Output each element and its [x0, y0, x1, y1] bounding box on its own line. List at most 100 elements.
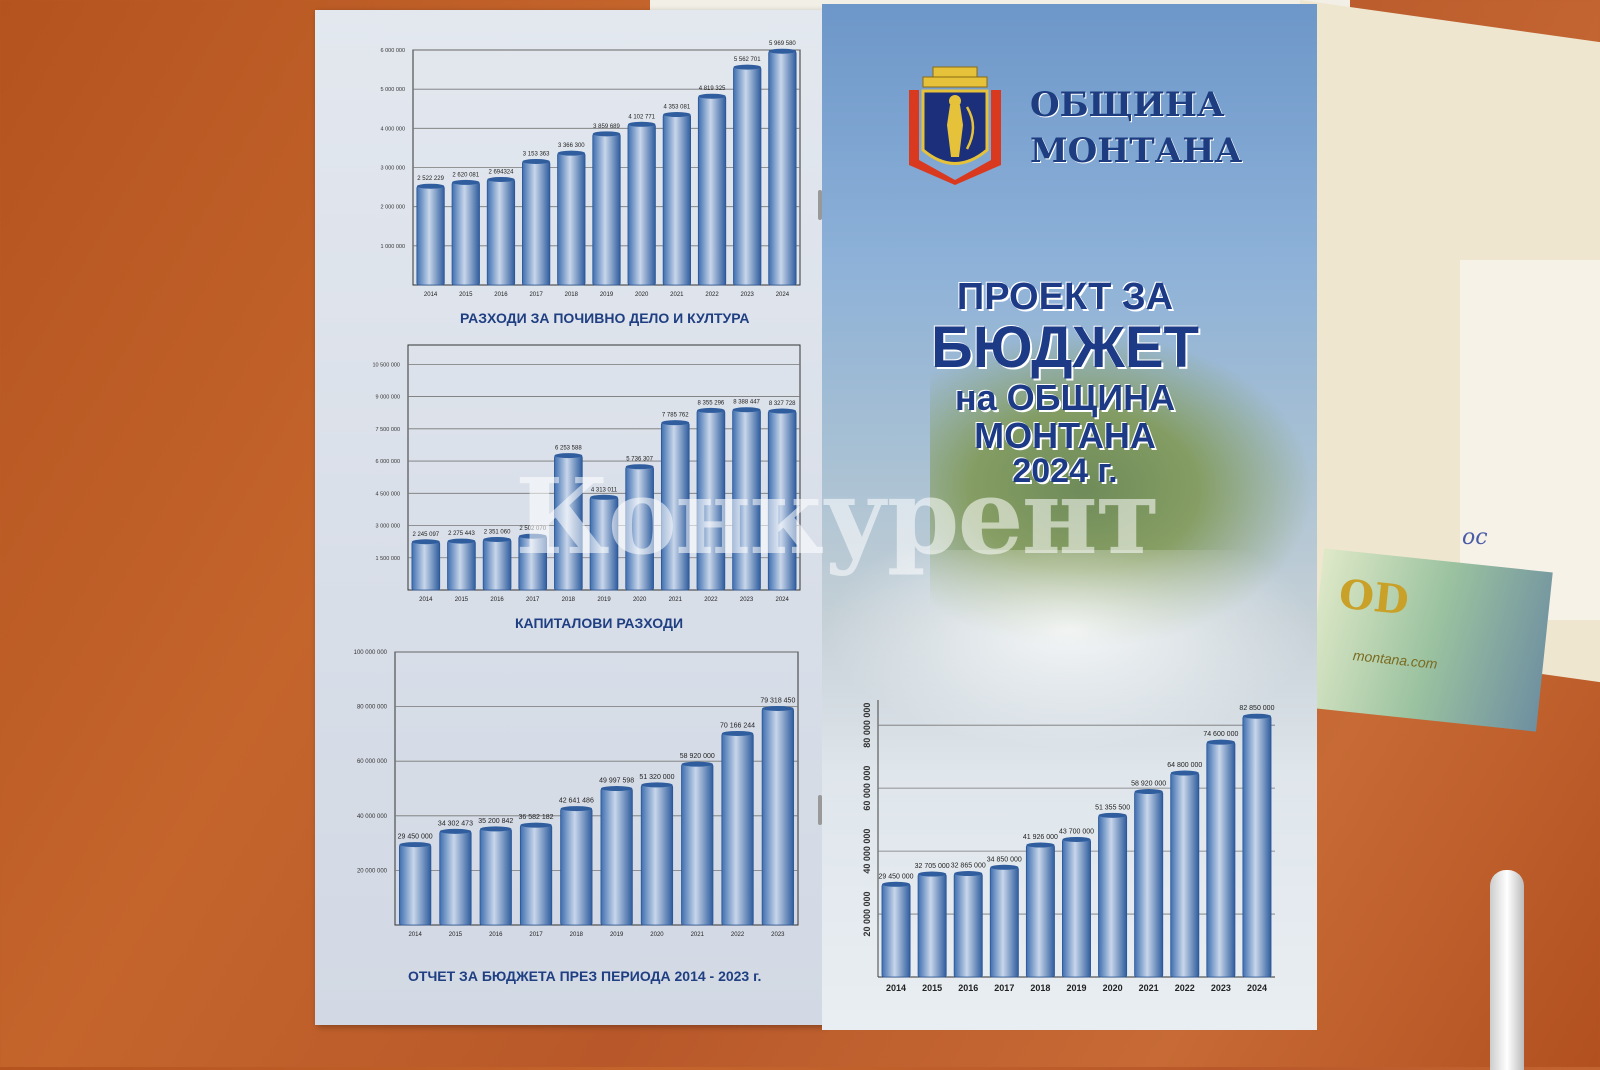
- data-label: 2 245 097: [412, 532, 439, 538]
- x-tick-label: 2022: [704, 597, 718, 603]
- bar: [733, 66, 762, 286]
- bar: [1098, 814, 1128, 978]
- y-tick-label: 6 000 000: [381, 48, 405, 54]
- data-label: 3 859 689: [593, 124, 620, 130]
- bar-cap: [762, 705, 794, 711]
- bar-cap: [641, 782, 673, 788]
- data-label: 74 600 000: [1203, 731, 1238, 738]
- bar-cap: [590, 494, 618, 500]
- x-tick-label: 2015: [455, 597, 469, 603]
- notebook-page: [1460, 260, 1600, 620]
- bar: [479, 828, 512, 926]
- chart-2-title: КАПИТАЛОВИ РАЗХОДИ: [515, 615, 684, 631]
- bar: [560, 808, 593, 926]
- data-label: 58 920 000: [1131, 781, 1166, 788]
- y-tick-label: 40 000 000: [862, 829, 872, 874]
- bar-cap: [918, 871, 947, 877]
- bar: [1206, 741, 1236, 978]
- data-label: 36 582 182: [519, 814, 554, 821]
- bar-cap: [698, 93, 726, 99]
- data-label: 49 997 598: [599, 778, 634, 785]
- y-tick-label: 2 000 000: [381, 205, 405, 211]
- x-tick-label: 2020: [1103, 983, 1123, 993]
- watermark: Конкурент: [515, 455, 1160, 578]
- y-tick-label: 20 000 000: [862, 892, 872, 937]
- bar: [399, 844, 432, 926]
- bar-cap: [399, 842, 431, 848]
- bar-cap: [954, 871, 983, 877]
- y-tick-label: 1 000 000: [381, 244, 405, 250]
- bar-cap: [627, 121, 656, 127]
- bar-cap: [487, 176, 515, 182]
- bar: [482, 539, 512, 591]
- card-url: montana.com: [1352, 647, 1439, 672]
- bar: [522, 161, 551, 286]
- bar-cap: [1206, 739, 1235, 745]
- y-tick-label: 10 500 000: [372, 362, 400, 368]
- staple: [818, 190, 822, 220]
- data-label: 32 705 000: [915, 863, 950, 870]
- bar: [416, 185, 445, 286]
- bar-cap: [697, 407, 725, 413]
- x-tick-label: 2021: [670, 292, 684, 298]
- data-label: 8 388 447: [733, 400, 760, 406]
- x-tick-label: 2022: [705, 292, 719, 298]
- data-label: 64 800 000: [1167, 762, 1202, 769]
- bar: [592, 133, 621, 286]
- x-tick-label: 2020: [650, 932, 664, 938]
- bar-cap: [560, 806, 593, 812]
- data-label: 2 620 081: [452, 172, 479, 178]
- data-label: 79 318 450: [760, 697, 795, 704]
- bar: [681, 763, 714, 926]
- x-tick-label: 2019: [1066, 983, 1086, 993]
- card-logo: OD: [1336, 570, 1411, 625]
- x-tick-label: 2014: [419, 597, 433, 603]
- bar: [627, 123, 656, 286]
- data-label: 5 562 701: [734, 57, 761, 63]
- bar-cap: [518, 533, 547, 539]
- x-tick-label: 2017: [529, 932, 543, 938]
- bar-cap: [768, 408, 797, 414]
- data-label: 4 819 325: [699, 86, 726, 92]
- bar-cap: [522, 158, 550, 164]
- data-label: 4 102 771: [628, 114, 655, 120]
- x-tick-label: 2016: [494, 292, 508, 298]
- bar: [953, 873, 983, 978]
- bar: [917, 873, 947, 978]
- bar-cap: [483, 536, 511, 542]
- x-tick-label: 2017: [529, 292, 543, 298]
- x-tick-label: 2022: [731, 932, 745, 938]
- x-tick-label: 2016: [490, 597, 504, 603]
- bar-cap: [554, 453, 583, 459]
- bar: [1170, 772, 1200, 978]
- bar: [1242, 715, 1272, 978]
- data-label: 51 320 000: [639, 774, 674, 781]
- data-label: 7 785 762: [662, 413, 689, 419]
- x-tick-label: 2021: [691, 932, 705, 938]
- cover-title-line1: ПРОЕКТ ЗА: [956, 276, 1174, 318]
- bar-cap: [768, 48, 797, 54]
- data-label: 70 166 244: [720, 722, 755, 729]
- bar: [600, 788, 633, 926]
- bar: [721, 733, 754, 926]
- x-tick-label: 2017: [994, 983, 1014, 993]
- chart-budget-2024: 20 000 000 40 000 000 60 000 000 80 000 000…: [862, 700, 1275, 993]
- data-label: 32 865 000: [951, 863, 986, 870]
- data-label: 4 353 081: [664, 105, 691, 111]
- y-tick-label: 100 000 000: [354, 650, 388, 656]
- x-tick-label: 2019: [597, 597, 611, 603]
- staple: [818, 795, 822, 825]
- bar-cap: [480, 826, 512, 832]
- data-label: 29 450 000: [879, 873, 914, 880]
- bar: [1134, 791, 1164, 978]
- x-tick-label: 2018: [562, 597, 576, 603]
- data-label: 29 450 000: [398, 834, 433, 841]
- x-tick-label: 2023: [740, 597, 754, 603]
- x-tick-label: 2014: [408, 932, 422, 938]
- bar: [761, 708, 794, 926]
- data-label: 43 700 000: [1059, 828, 1094, 835]
- x-tick-label: 2024: [1247, 983, 1267, 993]
- data-label: 3 153 363: [523, 151, 550, 157]
- bar-cap: [1062, 836, 1091, 842]
- x-tick-label: 2024: [776, 292, 790, 298]
